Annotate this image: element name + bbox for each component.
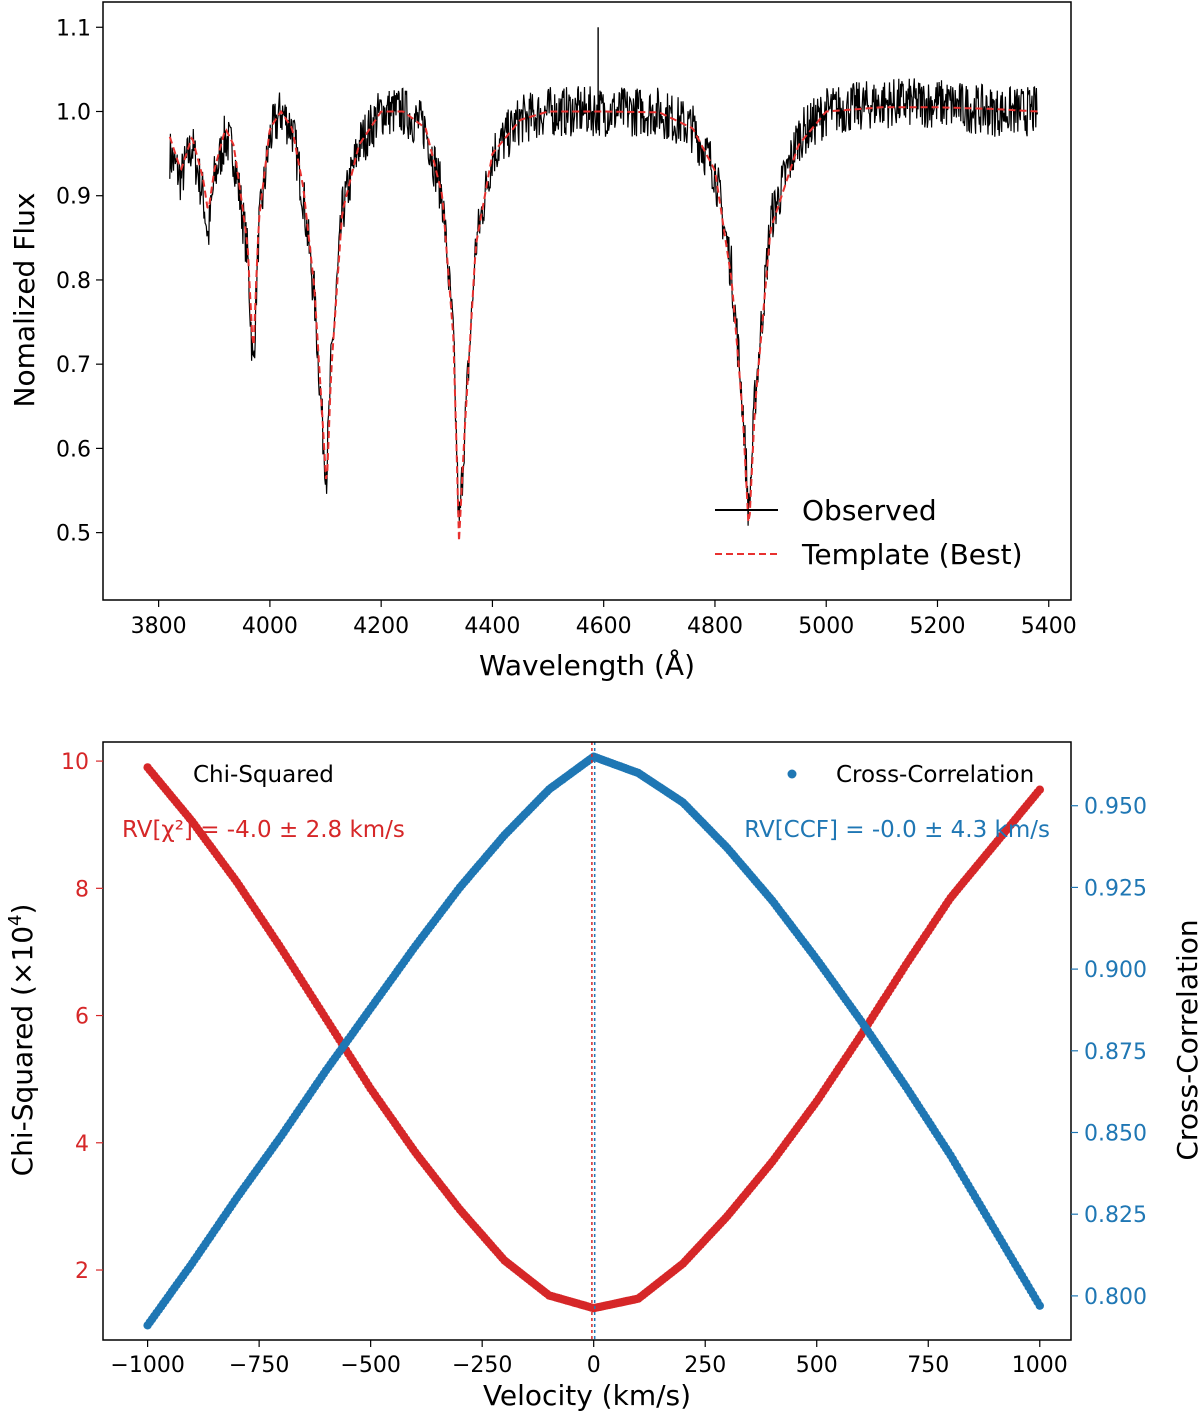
- rv-left-y-ticks: 2 4 6 8 10: [61, 750, 103, 1284]
- cross-correlation-series: [143, 752, 1045, 1330]
- legend-ccf-marker: [787, 769, 797, 779]
- rv-right-y-tick-label: 0.825: [1084, 1203, 1147, 1228]
- spectrum-legend: Observed Template (Best): [715, 494, 1023, 571]
- rv-x-tick-label: −750: [229, 1353, 289, 1378]
- template-spectrum-line: [168, 106, 1038, 542]
- spectrum-y-tick-label: 1.0: [56, 100, 91, 125]
- spectrum-plot-frame: [102, 1, 1072, 601]
- spectrum-y-tick-label: 0.8: [56, 269, 91, 294]
- spectrum-y-tick-label: 0.9: [56, 185, 91, 210]
- rv-left-y-axis-label: Chi-Squared (×104): [5, 904, 39, 1177]
- spectrum-x-tick-label: 4600: [576, 614, 632, 639]
- rv-x-tick-label: 500: [796, 1353, 838, 1378]
- rv-vertical-lines: [591, 742, 596, 1340]
- spectrum-y-tick-label: 0.5: [56, 522, 91, 547]
- rv-right-y-tick-label: 0.900: [1084, 958, 1147, 983]
- chi-squared-series: [143, 763, 1045, 1313]
- rv-plot-frame: [102, 741, 1072, 1341]
- rv-right-y-tick-label: 0.800: [1084, 1285, 1147, 1310]
- spectrum-y-ticks: 0.5 0.6 0.7 0.8 0.9 1.0 1.1: [56, 16, 103, 547]
- rv-left-y-axis-label-close: ): [6, 904, 39, 915]
- spectrum-y-axis-label: Nomalized Flux: [8, 193, 41, 408]
- rv-left-y-tick-label: 2: [75, 1259, 89, 1284]
- rv-x-tick-label: 0: [587, 1353, 601, 1378]
- spectrum-y-tick-label: 1.1: [56, 16, 91, 41]
- rv-ccf-annotation: RV[CCF] = -0.0 ± 4.3 km/s: [744, 817, 1050, 843]
- template-spectrum-path: [168, 106, 1038, 542]
- spectrum-x-tick-label: 4400: [464, 614, 520, 639]
- cross-correlation-point: [1035, 1301, 1045, 1310]
- spectrum-x-tick-label: 5200: [909, 614, 965, 639]
- rv-x-ticks: −1000 −750 −500 −250 0 250 500 750 1000: [110, 1340, 1068, 1378]
- legend-template-label: Template (Best): [801, 538, 1023, 571]
- spectrum-x-ticks: 3800 4000 4200 4400 4600 4800 5000 5200 5400: [131, 600, 1077, 639]
- rv-right-y-tick-label: 0.925: [1084, 876, 1147, 901]
- rv-x-axis-label: Velocity (km/s): [483, 1379, 691, 1412]
- rv-left-y-axis-label-sup: 4: [5, 915, 26, 926]
- spectrum-y-tick-label: 0.6: [56, 437, 91, 462]
- rv-x-tick-label: 1000: [1012, 1353, 1068, 1378]
- spectrum-y-tick-label: 0.7: [56, 353, 91, 378]
- legend-observed-label: Observed: [802, 494, 937, 527]
- rv-panel: −1000 −750 −500 −250 0 250 500 750 1000 2 4 6 8 10 0…: [5, 741, 1200, 1412]
- rv-x-tick-label: −250: [452, 1353, 512, 1378]
- spectrum-x-tick-label: 4200: [353, 614, 409, 639]
- rv-left-y-tick-label: 4: [75, 1132, 89, 1157]
- observed-spectrum-path: [169, 78, 1039, 526]
- rv-x-tick-label: 750: [907, 1353, 949, 1378]
- rv-chi-annotation: RV[χ²] = -4.0 ± 2.8 km/s: [122, 817, 405, 843]
- spectrum-x-tick-label: 4000: [242, 614, 298, 639]
- rv-left-y-tick-label: 8: [75, 877, 89, 902]
- rv-right-y-tick-label: 0.875: [1084, 1040, 1147, 1065]
- legend-chi-squared-label: Chi-Squared: [193, 762, 334, 788]
- spectrum-x-tick-label: 3800: [131, 614, 187, 639]
- rv-right-y-ticks: 0.800 0.825 0.850 0.875 0.900 0.925 0.950: [1071, 795, 1147, 1310]
- rv-x-tick-label: −1000: [110, 1353, 184, 1378]
- observed-spectrum-line: [169, 27, 1039, 526]
- rv-right-y-tick-label: 0.850: [1084, 1121, 1147, 1146]
- spectrum-x-tick-label: 4800: [687, 614, 743, 639]
- chi-squared-point: [1035, 785, 1045, 794]
- rv-right-y-tick-label: 0.950: [1084, 795, 1147, 820]
- spectrum-x-axis-label: Wavelength (Å): [479, 648, 695, 682]
- rv-left-y-tick-label: 10: [61, 750, 89, 775]
- rv-x-tick-label: −500: [340, 1353, 400, 1378]
- rv-right-y-axis-label: Cross-Correlation: [1171, 919, 1200, 1160]
- spectrum-panel: 3800 4000 4200 4400 4600 4800 5000 5200 5400 0.5…: [8, 1, 1077, 682]
- spectrum-x-tick-label: 5400: [1021, 614, 1077, 639]
- spectrum-x-tick-label: 5000: [798, 614, 854, 639]
- rv-left-y-tick-label: 6: [75, 1005, 89, 1030]
- rv-left-y-axis-label-text: Chi-Squared (×10: [6, 926, 39, 1176]
- rv-x-tick-label: 250: [684, 1353, 726, 1378]
- legend-ccf-label: Cross-Correlation: [836, 762, 1034, 788]
